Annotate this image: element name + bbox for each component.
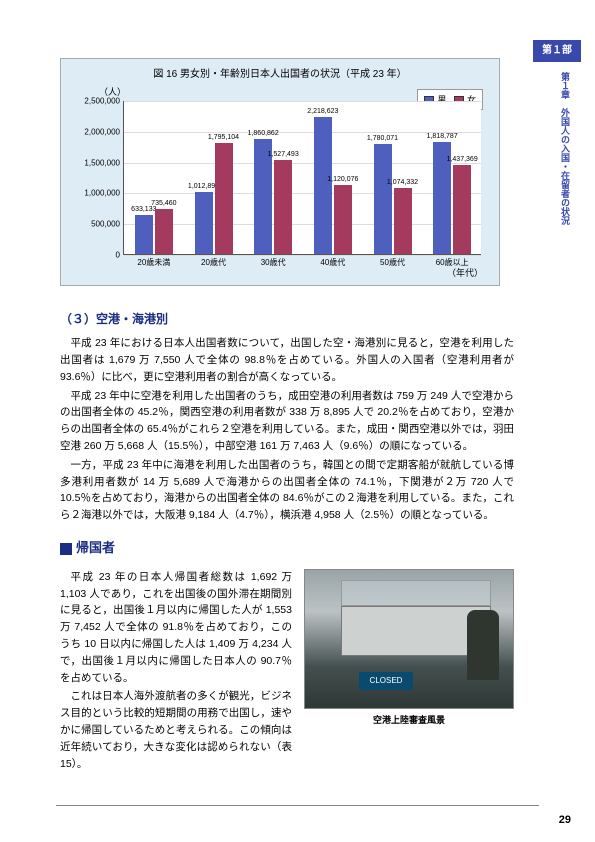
xtick: 20歳未満 — [124, 257, 184, 268]
section-4-heading: 帰国者 — [60, 538, 514, 559]
photo-glass — [341, 580, 491, 606]
section-3-p1: 平成 23 年における日本人出国者数について，出国した空・海港別に見ると，空港を… — [60, 335, 514, 385]
bar-male: 1,780,071 — [374, 144, 392, 254]
square-icon — [60, 543, 72, 555]
section-4-p2: これは日本人海外渡航者の多くが観光，ビジネス目的という比較的短期間の用務で出国し… — [60, 688, 292, 772]
section-3-p2: 平成 23 年中に空港を利用した出国者のうち，成田空港の利用者数は 759 万 … — [60, 388, 514, 455]
section-4-title: 帰国者 — [76, 540, 115, 555]
bar-female: 735,460 — [155, 209, 173, 254]
photo-sign: CLOSED — [359, 672, 413, 690]
chart-figure-16: 図 16 男女別・年齢別日本人出国者の状況（平成 23 年） （人） （年代） … — [60, 58, 500, 286]
xtick: 50歳代 — [363, 257, 423, 268]
chart-title: 図 16 男女別・年齢別日本人出国者の状況（平成 23 年） — [61, 59, 499, 80]
ytick: 2,000,000 — [72, 127, 120, 136]
bar-male: 1,012,890 — [195, 192, 213, 254]
side-tab: 第１部 — [533, 40, 581, 62]
xtick: 30歳代 — [243, 257, 303, 268]
section-3-heading: （３）空港・海港別 — [60, 310, 514, 329]
ytick: 500,000 — [72, 220, 120, 229]
footer-line — [56, 805, 539, 806]
ytick: 1,500,000 — [72, 158, 120, 167]
section-3-p3: 一方，平成 23 年中に海港を利用した出国者のうち，韓国との間で定期客船が就航し… — [60, 457, 514, 524]
ytick: 2,500,000 — [72, 97, 120, 106]
bar-female: 1,120,076 — [334, 185, 352, 254]
section-4-p1: 平成 23 年の日本人帰国者総数は 1,692 万 1,103 人であり，これを… — [60, 569, 292, 687]
photo-caption: 空港上陸審査風景 — [304, 713, 514, 727]
xtick: 40歳代 — [303, 257, 363, 268]
page-content: （３）空港・海港別 平成 23 年における日本人出国者数について，出国した空・海… — [60, 304, 514, 774]
photo-container: CLOSED 空港上陸審査風景 — [304, 569, 514, 775]
photo-person — [467, 610, 499, 680]
side-vertical-title: 第１章 外国人の入国・在留者の状況 — [558, 72, 572, 225]
bar-female: 1,074,332 — [394, 188, 412, 254]
chart-plot-area: 0500,0001,000,0001,500,0002,000,0002,500… — [123, 101, 481, 255]
bar-female: 1,795,104 — [215, 143, 233, 254]
bar-female: 1,437,369 — [453, 165, 471, 254]
bar-female: 1,527,493 — [274, 160, 292, 254]
xtick: 60歳以上 — [422, 257, 482, 268]
ytick: 0 — [72, 251, 120, 260]
page-number: 29 — [559, 814, 571, 826]
xtick: 20歳代 — [184, 257, 244, 268]
bar-male: 2,218,623 — [314, 117, 332, 254]
bar-male: 633,133 — [135, 215, 153, 254]
ytick: 1,000,000 — [72, 189, 120, 198]
section-4-text: 平成 23 年の日本人帰国者総数は 1,692 万 1,103 人であり，これを… — [60, 569, 292, 775]
airport-photo: CLOSED — [304, 569, 514, 709]
